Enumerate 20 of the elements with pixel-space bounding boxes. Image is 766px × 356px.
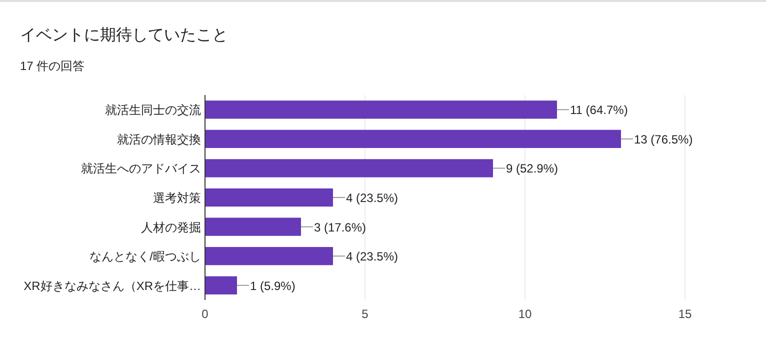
value-label: 9 (52.9%)	[506, 162, 558, 176]
category: 人材の発掘	[141, 220, 201, 234]
value-label: 4 (23.5%)	[346, 250, 398, 264]
xtick: 15	[678, 307, 692, 321]
value-label: 1 (5.9%)	[250, 278, 296, 293]
category: XR好きなみなさん（XRを仕事…	[24, 278, 201, 293]
value-label: 11 (64.7%)	[570, 103, 628, 118]
value-label: 4 (23.5%)	[346, 191, 398, 205]
value-label: 13 (76.5%)	[634, 132, 693, 146]
value-label: 3 (17.6%)	[314, 220, 366, 234]
category: 就活の情報交換	[117, 132, 201, 146]
xtick: 10	[518, 307, 532, 321]
subtitle: 17 件の回答	[20, 59, 85, 73]
category: 選考対策	[153, 191, 201, 205]
xtick: 5	[362, 307, 368, 321]
category: なんとなく/暇つぶし	[90, 250, 201, 264]
title: イベントに期待していたこと	[20, 27, 228, 44]
xtick: 0	[202, 307, 208, 321]
category: 就活生へのアドバイス	[81, 162, 201, 176]
category: 就活生同士の交流	[105, 103, 201, 118]
